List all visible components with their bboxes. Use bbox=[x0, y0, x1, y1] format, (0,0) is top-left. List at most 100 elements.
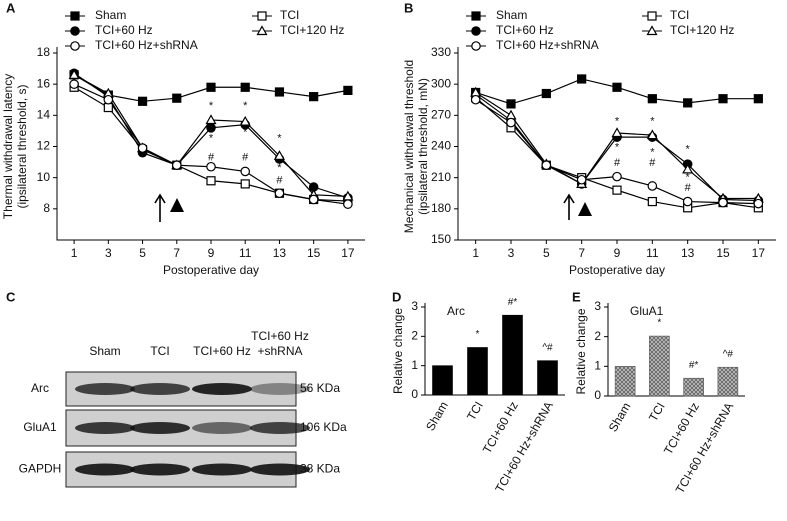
legend-marker bbox=[647, 11, 657, 21]
marker bbox=[505, 109, 517, 120]
annotation: * bbox=[277, 133, 282, 145]
chart-subtitle: GluA1 bbox=[630, 304, 664, 318]
blot-band bbox=[250, 383, 310, 395]
panel-label: C bbox=[6, 289, 16, 304]
lane-label: TCI+60 Hz bbox=[251, 329, 309, 343]
lane-label: TCI bbox=[150, 344, 169, 358]
panel-label: A bbox=[6, 0, 16, 15]
x-tick-label: 7 bbox=[173, 246, 180, 260]
annotation: # bbox=[614, 157, 621, 169]
legend-label: TCI+60 Hz+shRNA bbox=[496, 38, 599, 52]
y-axis-label: Mechanical withdrawal threshold bbox=[402, 60, 416, 233]
marker bbox=[612, 185, 622, 195]
legend-label: Sham bbox=[496, 8, 527, 22]
x-tick-label: 17 bbox=[752, 246, 766, 260]
marker bbox=[753, 94, 763, 104]
x-tick-label: 7 bbox=[578, 246, 585, 260]
annotation: ^# bbox=[542, 342, 553, 353]
y-tick-label: 1 bbox=[594, 359, 601, 373]
axis-line bbox=[56, 47, 365, 241]
marker bbox=[137, 96, 148, 106]
x-tick-label: 17 bbox=[341, 246, 355, 260]
legend-label: TCI+120 Hz bbox=[670, 23, 734, 37]
marker bbox=[541, 88, 551, 99]
y-tick-label: 12 bbox=[37, 139, 51, 153]
y-tick-label: 240 bbox=[431, 139, 451, 153]
x-tick-label: 15 bbox=[307, 246, 321, 260]
y-tick-label: 18 bbox=[37, 45, 51, 59]
legend-marker bbox=[471, 26, 481, 36]
marker bbox=[718, 94, 728, 104]
legend-label: TCI+120 Hz bbox=[280, 23, 344, 37]
marker bbox=[682, 196, 693, 207]
legend-marker bbox=[646, 25, 658, 36]
blot-band bbox=[75, 463, 135, 476]
blot-band bbox=[75, 422, 135, 434]
lane-label: TCI+60 Hz bbox=[193, 344, 251, 358]
y-tick-label: 0 bbox=[411, 387, 418, 401]
y-tick-label: 16 bbox=[37, 76, 51, 90]
legend-marker bbox=[256, 25, 268, 36]
lane-label: +shRNA bbox=[257, 344, 302, 358]
annotation: # bbox=[685, 182, 692, 194]
x-axis-label: Postoperative day bbox=[569, 263, 665, 277]
annotation: * bbox=[615, 141, 620, 153]
marker bbox=[206, 82, 216, 92]
lane-label: Sham bbox=[89, 344, 120, 358]
bar bbox=[537, 360, 558, 396]
annotation: # bbox=[649, 157, 656, 169]
marker bbox=[273, 150, 285, 160]
marker bbox=[647, 196, 657, 207]
bar bbox=[614, 366, 636, 397]
marker bbox=[274, 188, 285, 199]
annotation: #* bbox=[689, 360, 699, 371]
legend-marker bbox=[471, 11, 481, 21]
bar bbox=[683, 377, 704, 397]
marker bbox=[541, 160, 552, 170]
arrow-markers bbox=[154, 193, 592, 222]
row-label: Arc bbox=[31, 381, 49, 395]
x-tick-label: Sham bbox=[606, 400, 634, 434]
marker bbox=[343, 199, 353, 209]
marker bbox=[343, 85, 353, 96]
marker bbox=[753, 198, 764, 209]
row-label: GAPDH bbox=[19, 462, 62, 476]
x-tick-label: TCI bbox=[646, 400, 668, 424]
legend-label: TCI+60 Hz+shRNA bbox=[95, 38, 198, 52]
y-tick-label: 270 bbox=[431, 108, 451, 122]
y-tick-label: 14 bbox=[37, 108, 51, 122]
marker bbox=[171, 160, 182, 170]
y-tick-label: 150 bbox=[431, 232, 451, 246]
annotation: * bbox=[657, 318, 661, 329]
marker bbox=[103, 94, 114, 105]
panel-label: D bbox=[392, 289, 401, 304]
marker bbox=[206, 161, 216, 172]
annotation: * bbox=[243, 126, 248, 138]
y-tick-label: 2 bbox=[411, 329, 418, 343]
size-label: 56 KDa bbox=[300, 381, 340, 395]
x-tick-label: 11 bbox=[646, 246, 659, 260]
x-axis-label: Postoperative day bbox=[163, 263, 259, 277]
marker bbox=[240, 179, 250, 189]
marker bbox=[470, 94, 481, 105]
bar bbox=[467, 347, 488, 396]
marker bbox=[68, 69, 80, 79]
marker bbox=[611, 127, 623, 138]
x-tick-label: 9 bbox=[208, 246, 215, 260]
annotation: * bbox=[209, 133, 214, 145]
y-tick-label: 0 bbox=[594, 388, 601, 402]
row-label: GluA1 bbox=[23, 420, 57, 434]
marker bbox=[683, 98, 693, 108]
x-tick-label: 1 bbox=[472, 246, 479, 260]
y-tick-label: 1 bbox=[411, 358, 418, 372]
bar bbox=[717, 366, 739, 397]
annotation: * bbox=[650, 115, 655, 127]
marker bbox=[309, 92, 319, 102]
blot-band bbox=[130, 422, 190, 434]
marker bbox=[647, 181, 658, 191]
x-tick-label: Sham bbox=[423, 399, 451, 433]
annotation: * bbox=[243, 100, 248, 112]
marker bbox=[205, 114, 217, 125]
legend-label: TCI bbox=[280, 8, 299, 22]
marker bbox=[308, 194, 319, 205]
